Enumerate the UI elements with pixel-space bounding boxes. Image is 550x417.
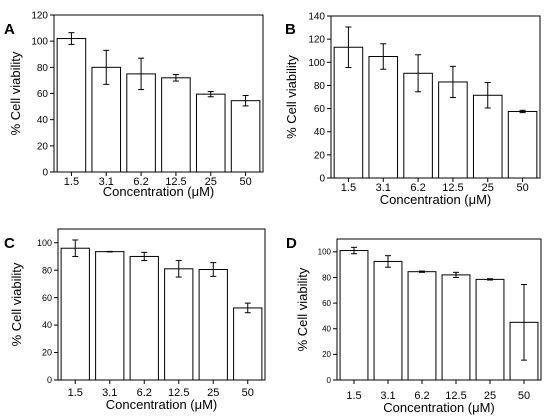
y-tick-label: 40 (314, 127, 326, 138)
bar (56, 38, 87, 173)
y-tick-label: 80 (314, 81, 326, 92)
y-tick-label: 40 (37, 115, 49, 126)
panel-c: C 0 20 40 60 80 100 1.5 3.1 6.2 12.5 25 50 Concentrat… (4, 228, 266, 412)
x-tick-label: 25 (205, 176, 217, 188)
bar (164, 268, 194, 381)
y-axis-title: % Cell viability (295, 267, 310, 351)
panel-letter: A (4, 21, 15, 38)
plot-frame (336, 238, 542, 381)
bar (339, 250, 369, 381)
y-tick-label: 0 (327, 376, 332, 385)
bar (195, 93, 226, 173)
panel-letter: B (285, 21, 296, 38)
x-tick-label: 25 (207, 387, 219, 399)
y-tick-label: 60 (322, 299, 331, 308)
y-axis-title: % Cell viability (9, 262, 24, 346)
bar (230, 100, 261, 173)
y-tick-label: 80 (37, 63, 49, 74)
y-tick-label: 120 (308, 35, 325, 46)
y-tick-label: 120 (31, 11, 48, 22)
bar (441, 274, 471, 381)
x-tick-label: 25 (484, 390, 496, 402)
y-tick-label: 80 (42, 265, 52, 275)
panel-b: B 0 20 40 60 80 100 120 140 1.5 3.1 6.2 12.5 25 50 Conc… (284, 12, 541, 207)
y-tick-label: 0 (319, 174, 325, 185)
y-tick-label: 40 (322, 325, 331, 334)
y-tick-label: 40 (42, 320, 52, 330)
y-axis-title: % Cell viability (8, 51, 23, 135)
x-tick-label: 50 (242, 387, 254, 399)
bar (198, 268, 228, 381)
bar (60, 247, 90, 381)
bar (95, 251, 125, 381)
x-tick-label: 6.2 (414, 390, 429, 402)
y-tick-label: 60 (42, 293, 52, 303)
bar (407, 271, 437, 381)
y-tick-label: 20 (314, 150, 326, 161)
bar (475, 278, 505, 381)
x-axis-title: Concentration (μM) (380, 192, 492, 207)
y-tick-label: 100 (37, 238, 52, 248)
y-tick-label: 20 (322, 350, 331, 359)
x-tick-label: 3.1 (102, 387, 117, 399)
y-tick-label: 140 (308, 12, 325, 23)
x-tick-label: 1.5 (346, 390, 361, 402)
x-axis-title: Concentration (μM) (103, 184, 215, 199)
x-tick-label: 12.5 (165, 176, 186, 188)
x-tick-label: 3.1 (380, 390, 395, 402)
panel-letter: C (4, 235, 15, 252)
panel-a: A 0 20 40 60 80 100 120 1.5 3.1 6.2 12.5 25 50 Concent… (4, 11, 264, 199)
plot-frame (330, 15, 541, 179)
y-tick-label: 0 (47, 375, 52, 385)
y-tick-label: 20 (42, 348, 52, 358)
y-tick-label: 60 (314, 104, 326, 115)
y-tick-label: 20 (37, 141, 49, 152)
x-tick-label: 12.5 (442, 182, 463, 194)
x-tick-label: 1.5 (64, 176, 79, 188)
y-tick-label: 80 (322, 273, 331, 282)
x-tick-label: 50 (516, 182, 528, 194)
x-tick-label: 6.2 (410, 182, 425, 194)
bar (333, 46, 364, 179)
plot-frame (57, 228, 266, 381)
x-tick-label: 12.5 (445, 390, 466, 402)
y-tick-label: 100 (318, 248, 332, 257)
x-tick-label: 50 (518, 390, 530, 402)
y-axis-title: % Cell viability (284, 55, 299, 139)
x-tick-label: 6.2 (133, 176, 148, 188)
x-tick-label: 1.5 (341, 182, 356, 194)
x-axis-title: Concentration (μM) (106, 397, 218, 412)
x-tick-label: 25 (482, 182, 494, 194)
y-tick-label: 60 (37, 89, 49, 100)
x-tick-label: 6.2 (137, 387, 152, 399)
bar (233, 307, 263, 381)
bar (507, 110, 538, 179)
panel-d: D 0 20 40 60 80 100 1.5 3.1 6.2 12.5 25 50 Concentrat… (286, 235, 542, 415)
y-tick-label: 100 (31, 37, 48, 48)
panel-letter: D (286, 235, 297, 252)
bar (373, 260, 403, 381)
bar (368, 56, 399, 179)
x-tick-label: 3.1 (99, 176, 114, 188)
y-tick-label: 0 (42, 168, 48, 179)
bar (129, 255, 159, 381)
x-tick-label: 3.1 (376, 182, 391, 194)
x-tick-label: 50 (239, 176, 251, 188)
x-tick-label: 1.5 (68, 387, 83, 399)
bar (161, 77, 191, 173)
x-axis-title: Concentration (μM) (383, 400, 495, 415)
y-tick-label: 100 (308, 58, 325, 69)
x-tick-label: 12.5 (168, 387, 189, 399)
